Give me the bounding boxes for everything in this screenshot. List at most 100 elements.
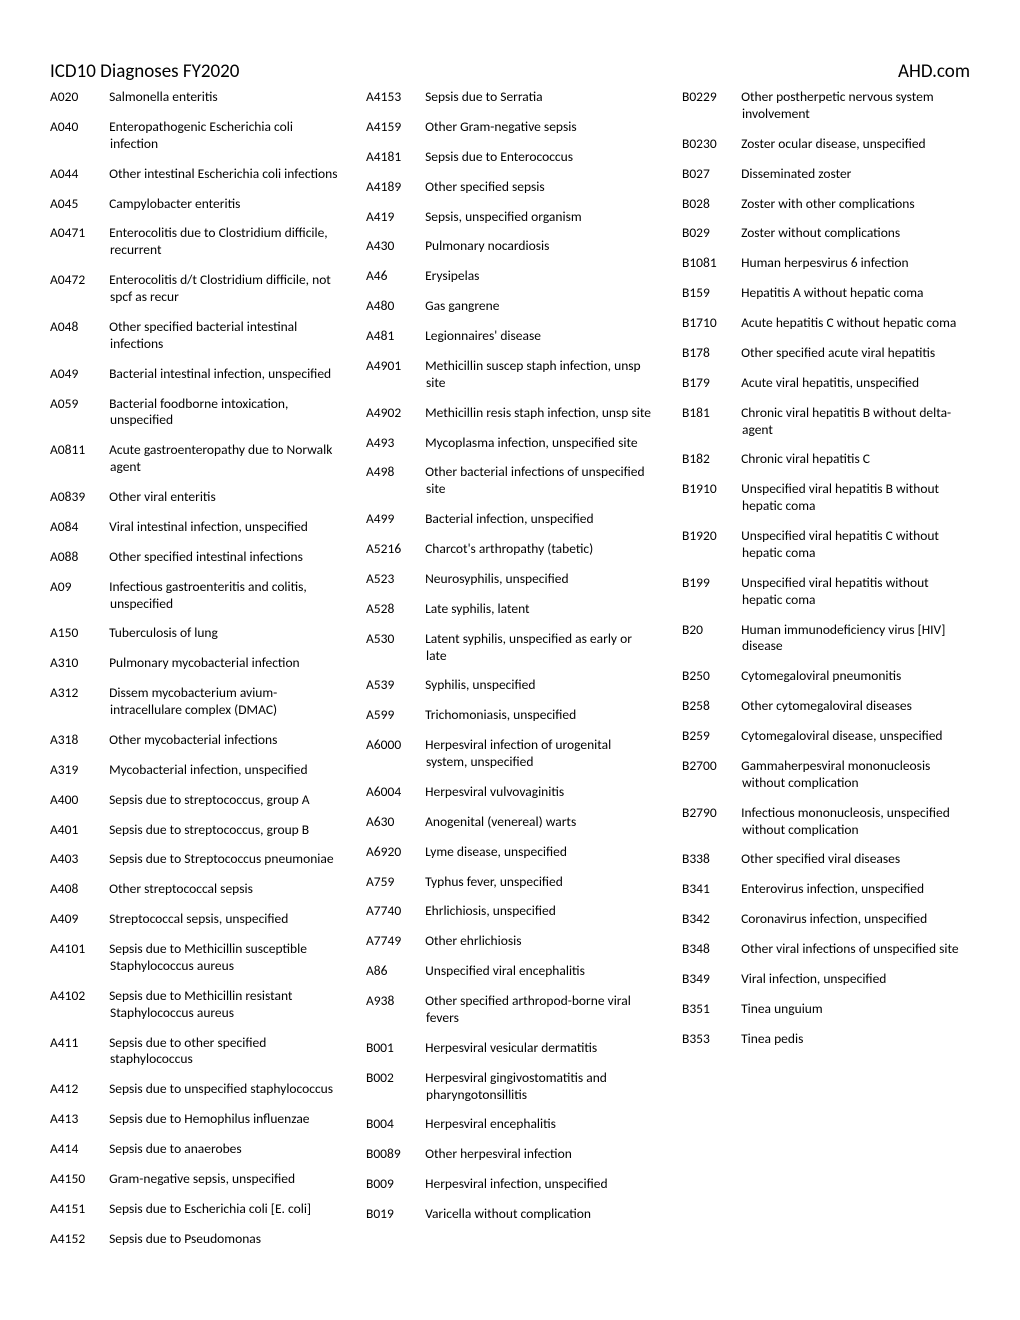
diagnosis-description: Latent syphilis, unspecified as early or… — [425, 630, 632, 664]
diagnosis-description: Sepsis due to Enterococcus — [425, 148, 573, 165]
diagnosis-description: Ehrlichiosis, unspecified — [425, 902, 556, 919]
diagnosis-code: B1920 — [682, 528, 738, 545]
diagnosis-description: Other viral enteritis — [109, 488, 216, 505]
diagnosis-entry: B0230 Zoster ocular disease, unspecified — [682, 136, 970, 153]
diagnosis-code: A401 — [50, 822, 106, 839]
diagnosis-code: A938 — [366, 993, 422, 1010]
diagnosis-entry: A0472 Enterocolitis d/t Clostridium diff… — [50, 272, 338, 306]
diagnosis-entry: A46 Erysipelas — [366, 268, 654, 285]
diagnosis-description: Other specified viral diseases — [741, 850, 900, 867]
diagnosis-entry: B2790 Infectious mononucleosis, unspecif… — [682, 805, 970, 839]
diagnosis-entry: A630 Anogenital (venereal) warts — [366, 814, 654, 831]
diagnosis-code: B349 — [682, 971, 738, 988]
diagnosis-description: Viral infection, unspecified — [741, 970, 886, 987]
diagnosis-entry: B348 Other viral infections of unspecifi… — [682, 941, 970, 958]
diagnosis-code: A319 — [50, 762, 106, 779]
diagnosis-description: Acute gastroenteropathy due to Norwalk a… — [109, 441, 332, 475]
diagnosis-code: A430 — [366, 238, 422, 255]
diagnosis-code: B178 — [682, 345, 738, 362]
diagnosis-description: Sepsis due to unspecified staphylococcus — [109, 1080, 333, 1097]
diagnosis-description: Chronic viral hepatitis B without delta-… — [741, 404, 951, 438]
diagnosis-description: Tuberculosis of lung — [109, 624, 218, 641]
diagnosis-entry: A088 Other specified intestinal infectio… — [50, 549, 338, 566]
diagnosis-entry: A539 Syphilis, unspecified — [366, 677, 654, 694]
diagnosis-entry: B259 Cytomegaloviral disease, unspecifie… — [682, 728, 970, 745]
diagnosis-code: B179 — [682, 375, 738, 392]
diagnosis-description: Sepsis due to Methicillin susceptible St… — [109, 940, 307, 974]
diagnosis-code: B2790 — [682, 805, 738, 822]
diagnosis-entry: A430 Pulmonary nocardiosis — [366, 238, 654, 255]
diagnosis-description: Other viral infections of unspecified si… — [741, 940, 959, 957]
diagnosis-description: Human herpesvirus 6 infection — [741, 254, 909, 271]
diagnosis-description: Sepsis due to Methicillin resistant Stap… — [109, 987, 292, 1021]
diagnosis-code: B341 — [682, 881, 738, 898]
diagnosis-code: A4189 — [366, 179, 422, 196]
diagnosis-entry: B029 Zoster without complications — [682, 225, 970, 242]
diagnosis-entry: A312 Dissem mycobacterium avium-intracel… — [50, 685, 338, 719]
diagnosis-description: Sepsis due to anaerobes — [109, 1140, 242, 1157]
diagnosis-code: B159 — [682, 285, 738, 302]
diagnosis-entry: A4151 Sepsis due to Escherichia coli [E.… — [50, 1201, 338, 1218]
diagnosis-entry: A310 Pulmonary mycobacterial infection — [50, 655, 338, 672]
diagnosis-description: Gammaherpesviral mononucleosis without c… — [741, 757, 930, 791]
diagnosis-description: Other specified bacterial intestinal inf… — [109, 318, 297, 352]
diagnosis-entry: A4189 Other specified sepsis — [366, 179, 654, 196]
diagnosis-code: B182 — [682, 451, 738, 468]
diagnosis-code: A4901 — [366, 358, 422, 375]
diagnosis-code: A150 — [50, 625, 106, 642]
diagnosis-code: B029 — [682, 225, 738, 242]
diagnosis-code: B2700 — [682, 758, 738, 775]
diagnosis-description: Cytomegaloviral disease, unspecified — [741, 727, 942, 744]
diagnosis-code: A4102 — [50, 988, 106, 1005]
diagnosis-code: A413 — [50, 1111, 106, 1128]
diagnosis-description: Coronavirus infection, unspecified — [741, 910, 927, 927]
diagnosis-entry: B182 Chronic viral hepatitis C — [682, 451, 970, 468]
diagnosis-code: B002 — [366, 1070, 422, 1087]
diagnosis-description: Sepsis, unspecified organism — [425, 208, 582, 225]
diagnosis-description: Infectious gastroenteritis and colitis, … — [109, 578, 307, 612]
diagnosis-code: A4150 — [50, 1171, 106, 1188]
diagnosis-code: A5216 — [366, 541, 422, 558]
diagnosis-description: Anogenital (venereal) warts — [425, 813, 576, 830]
diagnosis-code: B001 — [366, 1040, 422, 1057]
diagnosis-entry: A0839 Other viral enteritis — [50, 489, 338, 506]
diagnosis-description: Other postherpetic nervous system involv… — [741, 88, 934, 122]
brand-label: AHD.com — [898, 60, 970, 83]
diagnosis-code: A0839 — [50, 489, 106, 506]
diagnosis-entry: A414 Sepsis due to anaerobes — [50, 1141, 338, 1158]
diagnosis-entry: A319 Mycobacterial infection, unspecifie… — [50, 762, 338, 779]
diagnosis-code: A7749 — [366, 933, 422, 950]
diagnosis-entry: A403 Sepsis due to Streptococcus pneumon… — [50, 851, 338, 868]
diagnosis-entry: B004 Herpesviral encephalitis — [366, 1116, 654, 1133]
diagnosis-entry: B342 Coronavirus infection, unspecified — [682, 911, 970, 928]
diagnosis-description: Sepsis due to streptococcus, group B — [109, 821, 309, 838]
diagnosis-entry: B20 Human immunodeficiency virus [HIV] d… — [682, 622, 970, 656]
diagnosis-description: Charcot's arthropathy (tabetic) — [425, 540, 593, 557]
diagnosis-entry: B179 Acute viral hepatitis, unspecified — [682, 375, 970, 392]
diagnosis-code: A4153 — [366, 89, 422, 106]
diagnosis-code: A403 — [50, 851, 106, 868]
diagnosis-description: Herpesviral vulvovaginitis — [425, 783, 564, 800]
diagnosis-code: A0471 — [50, 225, 106, 242]
diagnosis-entry: B1710 Acute hepatitis C without hepatic … — [682, 315, 970, 332]
page-title: ICD10 Diagnoses FY2020 — [50, 60, 239, 83]
diagnosis-code: A059 — [50, 396, 106, 413]
diagnosis-entry: A480 Gas gangrene — [366, 298, 654, 315]
diagnosis-code: A4902 — [366, 405, 422, 422]
diagnosis-code: A499 — [366, 511, 422, 528]
diagnosis-code: A630 — [366, 814, 422, 831]
diagnosis-code: A4159 — [366, 119, 422, 136]
diagnosis-entry: B001 Herpesviral vesicular dermatitis — [366, 1040, 654, 1057]
diagnosis-description: Herpesviral gingivostomatitis and pharyn… — [425, 1069, 607, 1103]
diagnosis-code: B019 — [366, 1206, 422, 1223]
diagnosis-code: B348 — [682, 941, 738, 958]
diagnosis-code: B004 — [366, 1116, 422, 1133]
diagnosis-entry: A86 Unspecified viral encephalitis — [366, 963, 654, 980]
diagnosis-code: B0089 — [366, 1146, 422, 1163]
diagnosis-code: B258 — [682, 698, 738, 715]
diagnosis-code: B0230 — [682, 136, 738, 153]
diagnosis-entry: A499 Bacterial infection, unspecified — [366, 511, 654, 528]
diagnosis-code: A318 — [50, 732, 106, 749]
diagnosis-description: Infectious mononucleosis, unspecified wi… — [741, 804, 950, 838]
diagnosis-code: A419 — [366, 209, 422, 226]
